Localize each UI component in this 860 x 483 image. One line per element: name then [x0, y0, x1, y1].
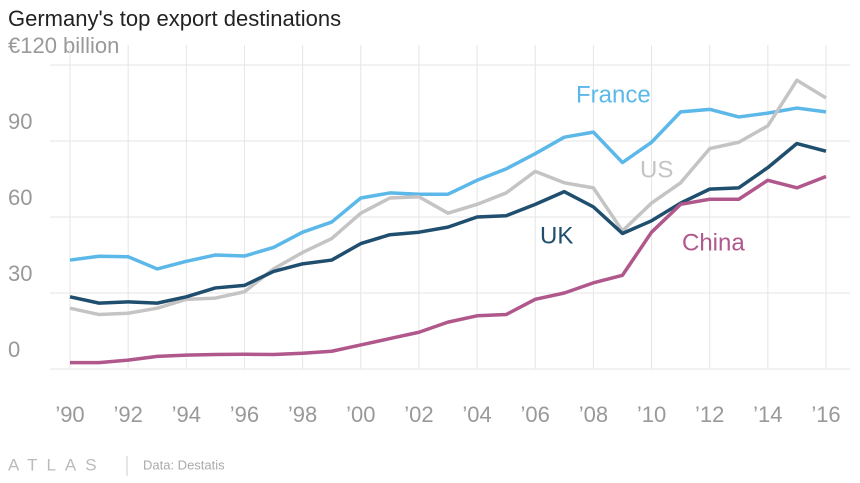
brand: ATLAS — [8, 455, 106, 474]
y-tick-label: 60 — [8, 185, 32, 210]
x-tick-label: ’98 — [288, 402, 317, 427]
x-tick-label: ’04 — [462, 402, 491, 427]
x-tick-label: ’94 — [172, 402, 201, 427]
series-label: France — [576, 81, 651, 108]
series-label: UK — [540, 222, 573, 249]
y-tick-label: €120 billion — [8, 33, 119, 58]
x-tick-label: ’00 — [346, 402, 375, 427]
series-label: US — [640, 156, 673, 183]
x-tick-label: ’08 — [579, 402, 608, 427]
series-line — [69, 141, 827, 305]
series-line — [70, 174, 827, 365]
y-tick-label: 90 — [8, 109, 32, 134]
x-tick-label: ’92 — [113, 402, 142, 427]
series-label: China — [682, 229, 745, 256]
series-line — [69, 106, 827, 271]
x-tick-label: ’12 — [695, 402, 724, 427]
y-tick-label: 0 — [8, 337, 20, 362]
x-tick-label: ’96 — [230, 402, 259, 427]
series-line — [69, 78, 827, 317]
x-tick-label: ’90 — [55, 402, 84, 427]
x-tick-label: ’14 — [753, 402, 782, 427]
x-tick-label: ’16 — [811, 402, 840, 427]
plot: France US UK China — [69, 78, 827, 365]
y-tick-label: 30 — [8, 261, 32, 286]
source: Data: Destatis — [143, 457, 225, 472]
grid: 0 30 60 90 €120 billion ’90 ’92 ’94 ’96 ’98 ’00 ’02… — [8, 33, 850, 427]
x-tick-label: ’02 — [404, 402, 433, 427]
x-tick-label: ’06 — [521, 402, 550, 427]
chart-title: Germany's top export destinations — [8, 6, 341, 31]
x-tick-label: ’10 — [637, 402, 666, 427]
